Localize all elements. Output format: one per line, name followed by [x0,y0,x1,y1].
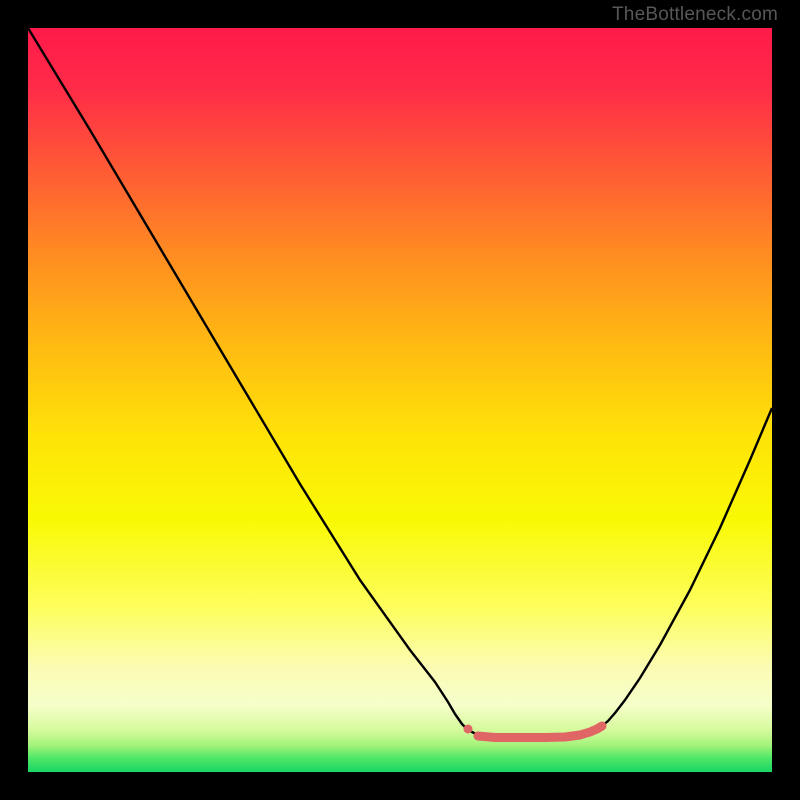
chart-container: TheBottleneck.com [0,0,800,800]
highlight-dot [464,725,473,734]
watermark-text: TheBottleneck.com [612,4,778,26]
chart-svg [28,28,772,772]
gradient-background [28,28,772,772]
plot-area [28,28,772,772]
